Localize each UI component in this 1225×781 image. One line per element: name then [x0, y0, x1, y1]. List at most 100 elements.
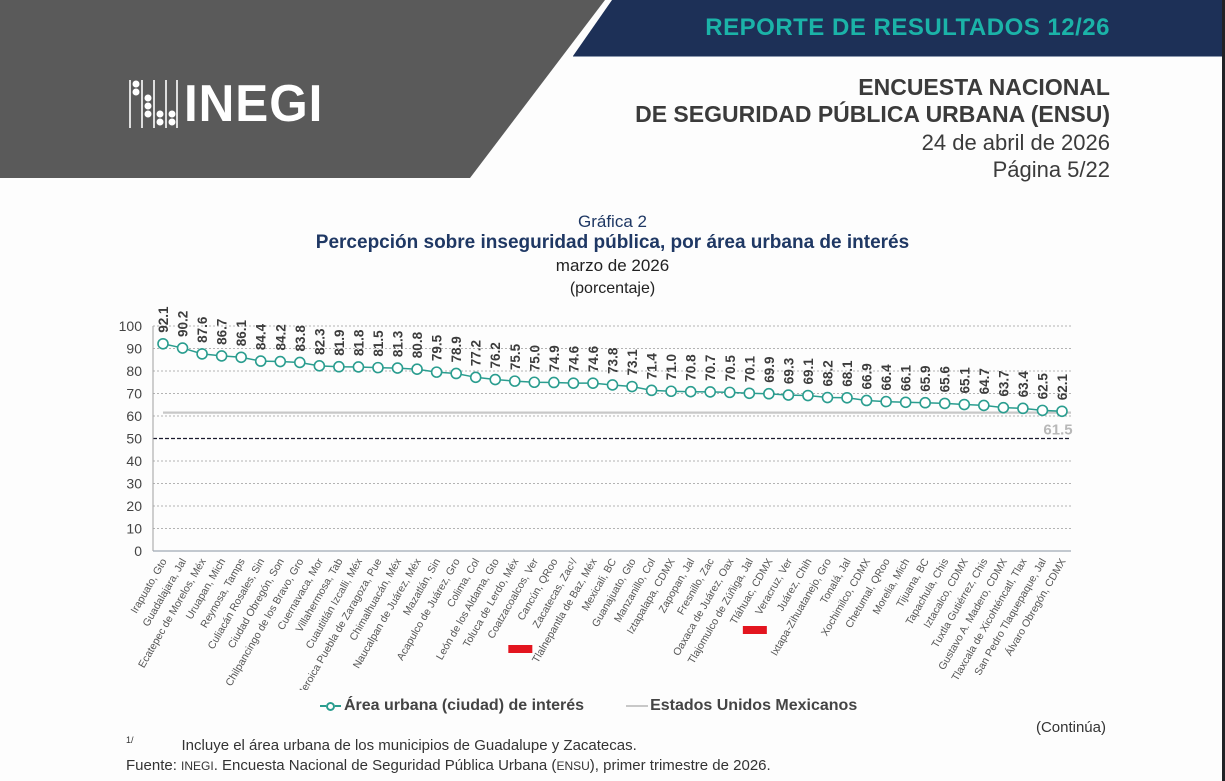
legend-gray-line-swatch — [626, 705, 649, 707]
data-label: 86.7 — [215, 319, 230, 345]
data-label: 70.7 — [703, 355, 718, 381]
data-point — [528, 376, 541, 389]
data-label: 76.2 — [488, 342, 503, 368]
chart-legend: Área urbana (ciudad) de interés Estados … — [320, 697, 857, 715]
data-label: 66.1 — [899, 365, 914, 392]
data-point — [411, 363, 423, 375]
footnote-text: Incluye el área urbana de los municipios… — [181, 737, 637, 754]
page-number: Página 5/22 — [992, 157, 1110, 182]
data-label: 69.9 — [762, 356, 777, 382]
data-label: 62.5 — [1035, 373, 1050, 400]
footnote-mark: 1/ — [126, 735, 134, 745]
chart-subtitle: marzo de 2026 — [555, 256, 670, 275]
data-label: 65.9 — [918, 365, 933, 391]
data-point — [704, 386, 717, 398]
data-point — [978, 399, 990, 412]
data-point — [841, 391, 853, 404]
data-label: 81.3 — [391, 330, 406, 357]
data-label: 66.9 — [860, 363, 875, 389]
highlight-marker — [508, 645, 533, 653]
data-label: 77.2 — [469, 340, 484, 366]
survey-title-line1: ENCUESTA NACIONAL — [858, 74, 1110, 100]
data-point — [352, 361, 365, 373]
data-point — [860, 394, 873, 407]
data-label: 74.6 — [566, 345, 581, 372]
data-label: 75.5 — [508, 343, 523, 370]
national-average-label: 61.5 — [1043, 422, 1072, 439]
data-label: 87.6 — [195, 316, 210, 343]
data-label: 66.4 — [879, 364, 894, 391]
data-point — [743, 387, 756, 400]
data-point — [665, 385, 677, 398]
data-point — [274, 355, 287, 368]
data-label: 86.1 — [234, 320, 249, 347]
data-label: 83.8 — [293, 325, 308, 352]
continues-note: (Continúa) — [1035, 719, 1106, 736]
data-label: 64.7 — [977, 368, 992, 394]
data-point — [313, 360, 326, 372]
report-banner-title: REPORTE DE RESULTADOS 12/26 — [705, 14, 1110, 41]
data-label: 65.6 — [938, 366, 953, 393]
legend-label-urban-area: Área urbana (ciudad) de interés — [344, 697, 585, 714]
data-point — [391, 362, 404, 374]
data-point — [333, 360, 345, 373]
line-chart: 0 10 20 30 40 50 60 70 80 90 100 61.5 92.1 90.2 87.6 86… — [119, 306, 1073, 690]
data-label: 79.5 — [430, 334, 445, 361]
data-point — [254, 355, 267, 367]
data-label: 63.4 — [1016, 371, 1031, 398]
data-point — [235, 351, 247, 364]
data-point — [489, 373, 502, 386]
data-point — [508, 375, 521, 387]
data-point — [958, 398, 971, 411]
data-point — [1056, 405, 1068, 418]
data-point — [469, 371, 482, 384]
data-point — [567, 377, 580, 389]
data-point — [899, 396, 912, 409]
header-background — [0, 0, 1222, 178]
data-label: 74.6 — [586, 345, 601, 372]
data-label: 69.3 — [781, 357, 796, 384]
data-point — [548, 376, 560, 389]
data-label: 90.2 — [176, 311, 191, 337]
data-point — [294, 356, 306, 369]
highlight-marker — [742, 626, 767, 634]
source-note: Fuente: INEGI. Encuesta Nacional de Segu… — [126, 757, 771, 774]
data-point — [157, 337, 169, 350]
data-label: 82.3 — [312, 328, 327, 355]
y-tick-label: 90 — [126, 341, 142, 357]
data-label: 62.1 — [1055, 374, 1070, 401]
y-tick-label: 40 — [126, 453, 142, 469]
data-label: 68.2 — [820, 360, 835, 386]
data-point — [196, 348, 208, 360]
data-point — [938, 397, 951, 410]
survey-title-line2: DE SEGURIDAD PÚBLICA URBANA (ENSU) — [635, 101, 1110, 127]
inegi-logo: INEGI — [128, 78, 331, 130]
footnote: 1/Incluye el área urbana de los municipi… — [126, 735, 637, 754]
data-label: 63.7 — [996, 370, 1011, 396]
data-label: 81.9 — [332, 329, 347, 355]
data-point — [626, 380, 638, 393]
data-point — [782, 389, 795, 401]
data-point — [802, 389, 814, 402]
page-right-border — [1222, 0, 1225, 781]
data-label: 78.9 — [449, 336, 464, 362]
y-tick-label: 30 — [126, 476, 142, 492]
data-point — [215, 350, 228, 362]
data-point — [997, 401, 1010, 414]
data-label: 65.1 — [957, 367, 972, 394]
report-date: 24 de abril de 2026 — [921, 130, 1110, 155]
y-tick-label: 20 — [126, 498, 142, 514]
y-tick-label: 80 — [126, 363, 142, 379]
data-point — [372, 361, 384, 374]
data-point — [1036, 404, 1049, 417]
chart-title: Percepción sobre inseguridad pública, po… — [315, 232, 910, 253]
data-label: 75.0 — [527, 345, 542, 371]
left-gray-panel — [0, 0, 605, 178]
data-label: 73.8 — [606, 347, 621, 374]
data-point — [684, 385, 697, 398]
data-point — [450, 367, 462, 380]
legend-label-national: Estados Unidos Mexicanos — [650, 697, 858, 714]
data-point — [176, 342, 189, 354]
data-point — [821, 391, 834, 404]
chart-unit-note: (porcentaje) — [569, 280, 656, 297]
